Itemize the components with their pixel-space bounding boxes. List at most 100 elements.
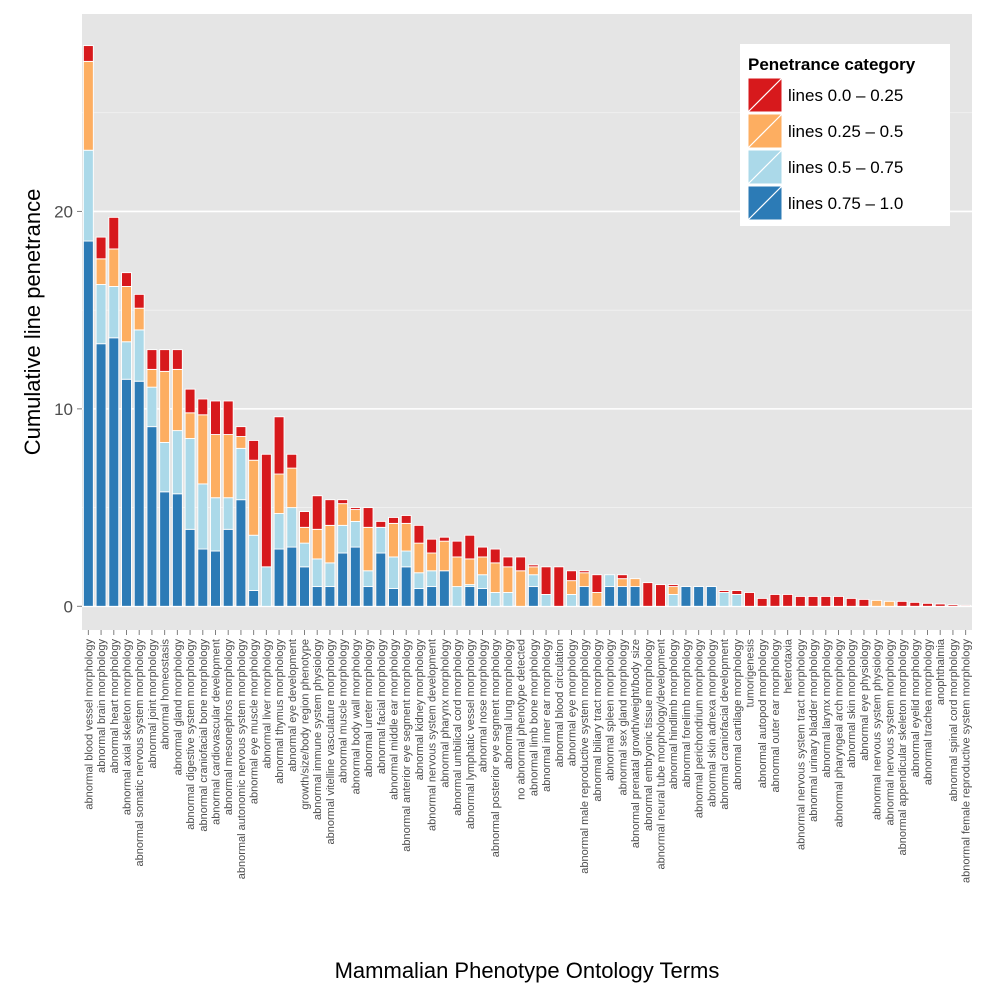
bar-segment-3 bbox=[95, 258, 107, 285]
x-tick-label: abnormal spleen morphology bbox=[605, 639, 617, 781]
bar-segment-2 bbox=[146, 386, 158, 428]
x-tick-label: abnormal female reproductive system morp… bbox=[961, 639, 973, 883]
bar-segment-2 bbox=[260, 566, 272, 607]
bar-segment-1 bbox=[426, 586, 438, 607]
x-tick-label: abnormal embryonic tissue morphology bbox=[643, 639, 655, 831]
y-axis: 0 10 20 bbox=[54, 202, 82, 616]
bar-segment-4 bbox=[591, 574, 603, 593]
bar-segment-3 bbox=[210, 434, 221, 499]
legend-label: lines 0.25 – 0.5 bbox=[788, 122, 903, 141]
bar-segment-3 bbox=[871, 599, 883, 607]
bar-segment-2 bbox=[197, 483, 209, 550]
x-tick-label: abnormal cardiovascular development bbox=[211, 639, 223, 825]
bar-segment-1 bbox=[311, 586, 323, 607]
x-tick-label: abnormal skin morphology bbox=[846, 639, 858, 769]
x-tick-label: abnormal male reproductive system morpho… bbox=[579, 639, 591, 874]
legend-swatch-slash bbox=[747, 185, 783, 221]
bar-segment-3 bbox=[273, 473, 285, 514]
bar-segment-4 bbox=[807, 595, 819, 607]
legend: Penetrance category lines 0.0 – 0.25line… bbox=[740, 44, 950, 226]
bar-segment-2 bbox=[489, 592, 501, 607]
bar-segment-3 bbox=[146, 368, 158, 388]
bar-segment-1 bbox=[108, 337, 120, 607]
bar-segment-3 bbox=[426, 552, 438, 572]
bar-segment-2 bbox=[731, 594, 743, 607]
x-tick-label: abnormal eye muscle morphology bbox=[249, 639, 261, 805]
bar-segment-3 bbox=[477, 556, 488, 576]
bar-segment-4 bbox=[566, 570, 577, 582]
x-tick-label: abnormal craniofacial development bbox=[719, 639, 731, 810]
x-tick-label: abnormal prenatal growth/weight/body siz… bbox=[630, 639, 642, 848]
x-tick-label: abnormal body wall morphology bbox=[350, 639, 362, 795]
bar-segment-1 bbox=[159, 491, 171, 607]
bar-segment-4 bbox=[744, 592, 755, 607]
bar-segment-3 bbox=[489, 562, 501, 593]
bar-segment-4 bbox=[502, 556, 514, 568]
x-tick-label: abnormal mesonephros morphology bbox=[223, 639, 235, 816]
legend-swatch-slash bbox=[747, 77, 783, 113]
x-tick-label: no abnormal phenotype detected bbox=[516, 639, 528, 800]
x-tick-label: abnormal trachea morphology bbox=[923, 639, 935, 786]
x-tick-label: abnormal outer ear morphology bbox=[770, 639, 782, 793]
x-tick-label: abnormal facial morphology bbox=[376, 639, 388, 775]
bar-segment-4 bbox=[833, 595, 844, 607]
bar-segment-2 bbox=[604, 574, 616, 588]
bar-segment-1 bbox=[324, 586, 336, 607]
bar-segment-4 bbox=[184, 388, 196, 414]
bar-segment-1 bbox=[578, 586, 590, 607]
bar-segment-4 bbox=[960, 604, 972, 607]
x-tick-label: abnormal forelimb morphology bbox=[681, 639, 693, 788]
bar-segment-4 bbox=[909, 601, 921, 607]
bar-segment-4 bbox=[820, 595, 832, 607]
legend-label: lines 0.0 – 0.25 bbox=[788, 86, 903, 105]
bar-segment-4 bbox=[731, 590, 743, 595]
bar-segment-4 bbox=[527, 564, 539, 568]
bars bbox=[82, 45, 972, 607]
x-tick-label: abnormal muscle morphology bbox=[338, 639, 350, 784]
bar-segment-3 bbox=[324, 524, 336, 564]
bar-segment-4 bbox=[858, 598, 870, 607]
bar-segment-2 bbox=[235, 447, 247, 501]
bar-segment-4 bbox=[235, 426, 247, 437]
x-tick-label: abnormal eye physiology bbox=[859, 639, 871, 761]
bar-segment-3 bbox=[286, 467, 298, 509]
x-tick-label: abnormal cartilage morphology bbox=[732, 639, 744, 791]
bar-segment-3 bbox=[82, 60, 94, 151]
x-tick-label: abnormal inner ear morphology bbox=[541, 639, 553, 792]
bar-segment-2 bbox=[273, 513, 285, 550]
bar-segment-4 bbox=[782, 594, 794, 607]
bar-segment-3 bbox=[299, 526, 310, 544]
bar-segment-2 bbox=[299, 542, 310, 568]
bar-segment-2 bbox=[108, 286, 120, 339]
x-tick-label: abnormal sex gland morphology bbox=[617, 639, 629, 796]
bar-segment-2 bbox=[286, 507, 298, 548]
bar-segment-4 bbox=[794, 595, 806, 607]
x-tick-label: abnormal hindlimb morphology bbox=[668, 639, 680, 790]
bar-segment-3 bbox=[121, 286, 132, 343]
x-tick-label: abnormal perichondrium morphology bbox=[694, 639, 706, 819]
bar-segment-3 bbox=[349, 509, 361, 522]
legend-swatch-slash bbox=[747, 149, 783, 185]
bar-segment-4 bbox=[756, 597, 768, 607]
bar-segment-2 bbox=[222, 497, 234, 530]
bar-segment-1 bbox=[388, 588, 399, 607]
bar-segment-4 bbox=[934, 603, 946, 607]
bar-segment-4 bbox=[489, 548, 501, 564]
bar-segment-4 bbox=[388, 517, 399, 524]
x-tick-label: abnormal nose morphology bbox=[478, 639, 490, 773]
bar-segment-4 bbox=[337, 499, 349, 505]
bar-segment-4 bbox=[438, 536, 450, 542]
bar-segment-1 bbox=[273, 548, 285, 607]
bar-segment-4 bbox=[540, 566, 552, 595]
bar-segment-3 bbox=[566, 580, 577, 595]
bar-segment-3 bbox=[388, 522, 399, 558]
bar-segment-1 bbox=[413, 588, 425, 607]
bar-segment-2 bbox=[375, 526, 387, 554]
bar-segment-2 bbox=[502, 592, 514, 607]
x-tick-label: anophthalmia bbox=[935, 638, 947, 705]
bar-segment-3 bbox=[883, 600, 895, 607]
bar-segment-4 bbox=[642, 582, 654, 607]
x-tick-label: abnormal eye morphology bbox=[567, 639, 579, 767]
bar-segment-4 bbox=[273, 416, 285, 475]
bar-segment-2 bbox=[540, 594, 552, 607]
